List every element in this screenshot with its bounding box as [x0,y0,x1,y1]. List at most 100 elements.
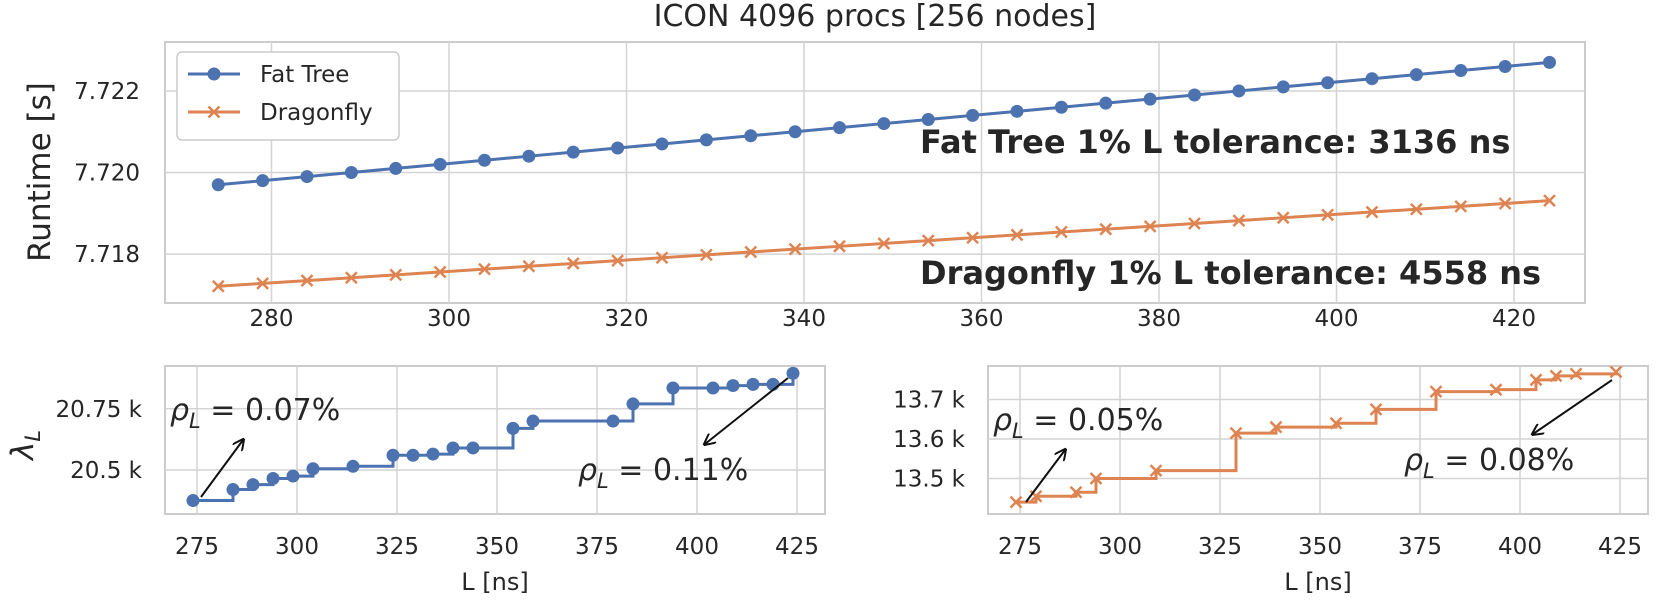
bl-point-0-6 [346,459,360,473]
top-xtick-2: 320 [605,306,649,332]
top-point-1-23-b [1232,214,1246,228]
bl-ytick-1: 20.75 k [56,397,143,423]
br-point-0-4 [1149,464,1163,477]
top-title: ICON 4096 procs [256 nodes] [654,0,1097,34]
top-point-1-13 [788,242,802,256]
top-point-1-15-b [877,237,891,250]
top-point-1-25 [1321,208,1335,222]
br-point-0-14-b [1609,365,1623,379]
top-point-1-15 [877,237,891,250]
bl-xtick-5: 400 [675,534,719,560]
top-point-1-17 [966,231,980,245]
br-point-0-3-b [1089,472,1103,485]
bl-xtick-1: 300 [275,534,319,560]
top-point-1-4-b [389,268,403,282]
br-point-0-7-b [1329,416,1343,430]
top-point-1-4 [389,268,403,282]
top-point-1-27-b [1409,202,1423,216]
top-point-1-11 [699,248,713,262]
br-xtick-6: 425 [1598,534,1642,560]
top-point-1-2 [300,274,314,287]
br-point-0-7 [1329,416,1343,430]
br-point-0-14 [1609,365,1623,379]
top-point-1-26 [1365,205,1379,219]
br-ytick-2: 13.7 k [893,388,966,414]
top-point-1-17-b [966,231,980,245]
bl-series [186,366,800,508]
top-point-1-23 [1232,214,1246,228]
br-point-0-0-b [1009,495,1023,509]
bl-point-0-9 [426,447,440,461]
bl-xtick-3: 350 [475,534,519,560]
br-point-0-10 [1489,383,1503,397]
top-point-0-16 [921,112,935,126]
br-point-0-6-b [1269,420,1283,434]
br-point-0-13-b [1569,367,1583,381]
br-xtick-1: 300 [1098,534,1142,560]
top-point-1-13-b [788,242,802,256]
bl-point-0-14 [606,414,620,428]
top-point-0-15 [877,117,891,131]
top-point-1-7-b [522,259,536,273]
top-ticks: 280 300 320 340 360 380 400 420 7.718 7.720 7.722 [74,79,1536,332]
top-point-0-10 [655,137,669,151]
br-ytick-0: 13.5 k [893,466,966,492]
br-point-0-5-b [1229,426,1243,440]
br-point-0-1-b [1029,489,1043,503]
br-point-0-2-b [1069,485,1083,499]
top-xtick-7: 420 [1492,306,1536,332]
top-ytick-2: 7.722 [74,79,140,105]
br-point-0-12 [1549,369,1563,383]
br-point-0-0 [1009,495,1023,509]
top-point-1-25-b [1321,208,1335,222]
bl-ylabel: λL [5,430,45,462]
br-ytick-1: 13.6 k [893,427,966,453]
legend-label-dragonfly: Dragonfly [260,100,373,126]
top-point-1-29 [1498,197,1512,210]
top-xtick-6: 400 [1315,306,1359,332]
top-point-1-9-b [611,254,625,267]
top-point-1-10 [655,251,669,265]
top-point-1-11-b [699,248,713,262]
bl-point-0-17 [706,381,720,395]
top-point-1-8 [566,257,580,270]
br-point-0-3 [1089,472,1103,485]
top-point-1-20-b [1099,222,1113,236]
top-point-1-22 [1188,217,1201,230]
bl-point-0-1 [226,483,240,497]
bl-ytick-0: 20.5 k [70,458,143,484]
top-point-0-8 [566,145,580,159]
top-point-0-2 [300,170,314,184]
top-point-1-16-b [921,234,935,247]
br-arrow-left [1025,450,1065,503]
top-point-1-14 [833,239,846,253]
top-point-1-19 [1054,225,1068,239]
top-point-1-3 [344,271,358,285]
top-grid [165,42,1585,303]
dragonfly-tolerance-annotation: Dragonfly 1% L tolerance: 4558 ns [920,254,1541,292]
top-point-1-28 [1454,199,1468,213]
top-point-0-26 [1365,72,1379,86]
top-point-0-13 [788,125,802,139]
bl-point-0-7 [386,448,400,462]
br-ticks: 275 300 325 350 375 400 425 13.5 k 13.6 k 13.7 k [893,388,1642,560]
top-point-1-8-b [566,257,580,270]
br-series [1009,365,1623,509]
bl-ticks: 275 300 325 350 375 400 425 20.5 k 20.75 k [56,397,819,560]
br-point-0-2 [1069,485,1083,499]
top-panel: 280 300 320 340 360 380 400 4207.7187.7207.722 … [22,0,1586,332]
top-point-1-7 [522,259,536,273]
top-point-1-3-b [344,271,358,285]
top-point-1-30-b [1543,194,1556,208]
bl-point-0-13 [526,414,540,428]
top-point-1-1 [256,277,270,290]
top-point-1-24 [1276,211,1290,225]
top-xtick-5: 380 [1137,306,1181,332]
bl-point-0-19 [746,377,760,391]
top-point-0-12 [744,129,758,143]
br-arrow-right [1533,379,1613,434]
br-point-0-8-b [1369,403,1383,416]
bl-point-0-3 [266,472,280,486]
top-point-1-24-b [1276,211,1290,225]
top-point-1-30 [1543,194,1556,208]
